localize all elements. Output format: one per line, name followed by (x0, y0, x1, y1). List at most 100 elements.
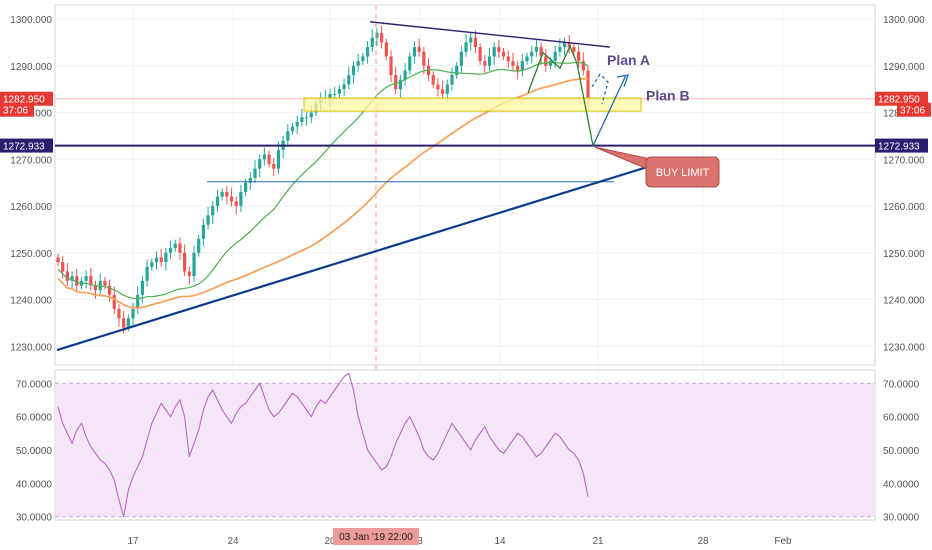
candle-body (159, 257, 163, 263)
plan-a-label: Plan A (607, 52, 650, 68)
candle-body (258, 159, 262, 169)
candle-body (140, 280, 145, 295)
y-tick-label-right: 1250.000 (883, 249, 925, 260)
price-badge-left-text: 1282.950 (3, 95, 45, 106)
candle-body (530, 51, 534, 57)
candle-body (295, 121, 299, 127)
price-badge-right-text: 37:06 (900, 106, 925, 117)
descending-trendline (369, 21, 611, 48)
candle-body (173, 243, 177, 249)
candle-body (333, 93, 337, 95)
candle-body (272, 163, 276, 169)
price-badge-right (875, 91, 928, 106)
plan-a-dashed-path (591, 73, 609, 105)
candle-body (562, 42, 567, 48)
candle-body (403, 70, 407, 80)
candle-body (89, 276, 93, 286)
candle-body (431, 75, 435, 85)
candle-body (103, 280, 107, 286)
candle-body (539, 47, 543, 57)
candle-body (473, 37, 478, 48)
candle-body (356, 61, 360, 66)
x-tick-label: Feb (774, 536, 792, 547)
candle-body (70, 276, 74, 281)
candle-body (239, 192, 243, 207)
rsi-pane: 30.0000 30.0000 40.0000 40.0000 50.0000 50.00… (16, 369, 920, 524)
candle-body (450, 75, 454, 85)
y-tick-label-left: 1260.000 (10, 202, 52, 213)
plan-b-label: Plan B (646, 87, 690, 103)
candle-body (398, 79, 402, 90)
price-badge-right-text: 1282.950 (878, 95, 920, 106)
candle-body (168, 248, 173, 253)
candle-body (567, 42, 571, 48)
price-badge-right-text: 1272.933 (878, 142, 920, 153)
candle-body (534, 47, 539, 52)
candle-body (187, 271, 191, 277)
candle-body (267, 154, 271, 164)
y-tick-label-left: 1300.000 (10, 15, 52, 26)
y-tick-label-right: 1290.000 (883, 62, 925, 73)
candle-body (394, 75, 398, 90)
candle-body (455, 65, 459, 76)
candle-body (84, 276, 88, 281)
candle-body (117, 308, 121, 319)
rsi-tick-label-left: 50.0000 (16, 446, 53, 457)
candle-body (206, 215, 210, 225)
x-tick-label: 24 (227, 536, 239, 547)
candle-body (380, 33, 384, 43)
candle-body (244, 182, 248, 193)
candle-body (408, 56, 412, 71)
candle-body (328, 93, 332, 99)
y-tick-label-right: 1260.000 (883, 202, 925, 213)
rsi-tick-label-right: 60.0000 (883, 413, 920, 424)
main-plot-area (54, 4, 876, 366)
x-tick-label: 28 (697, 536, 709, 547)
candle-body (586, 70, 590, 99)
candle-body (558, 47, 562, 52)
candle-body (304, 117, 309, 119)
candle-body (544, 56, 548, 66)
candle-body (164, 252, 168, 263)
candle-body (276, 149, 281, 169)
candle-body (300, 117, 304, 122)
y-tick-label-right: 1230.000 (883, 342, 925, 353)
candle-body (553, 51, 557, 62)
candle-body (469, 37, 473, 43)
candle-body (93, 285, 98, 291)
candle-body (351, 65, 356, 76)
rsi-tick-label-right: 30.0000 (883, 513, 920, 524)
y-tick-label-left: 1240.000 (10, 296, 52, 307)
candle-body (178, 243, 182, 253)
candle-body (342, 84, 346, 90)
main-price-pane: 1230.000 1230.000 1240.000 1240.000 1250.000… (0, 4, 931, 547)
rsi-line (57, 372, 589, 517)
candle-body (136, 294, 140, 309)
y-tick-label-right: 1300.000 (883, 15, 925, 26)
x-tick-label: 20 (324, 536, 336, 547)
candle-body (197, 238, 201, 253)
candle-body (375, 33, 379, 38)
candle-body (441, 89, 445, 94)
candle-body (370, 37, 374, 48)
candle-body (483, 61, 487, 66)
candle-body (290, 126, 295, 132)
rsi-tick-label-left: 30.0000 (16, 513, 53, 524)
x-tick-label: 21 (592, 536, 604, 547)
candle-body (516, 65, 520, 71)
price-badge-left-text: 37:06 (3, 106, 28, 117)
candle-body (131, 308, 135, 319)
candle-body (107, 285, 112, 295)
candle-body (225, 192, 229, 197)
candle-body (520, 61, 524, 71)
rsi-tick-label-left: 60.0000 (16, 413, 53, 424)
candle-body (464, 42, 468, 52)
price-badge-left (0, 91, 53, 106)
candle-body (220, 192, 224, 197)
candle-body (122, 318, 126, 328)
rsi-tick-label-right: 40.0000 (883, 479, 920, 490)
candle-body (497, 47, 501, 52)
buy-limit-label: BUY LIMIT (656, 167, 710, 179)
candle-body (201, 224, 205, 239)
